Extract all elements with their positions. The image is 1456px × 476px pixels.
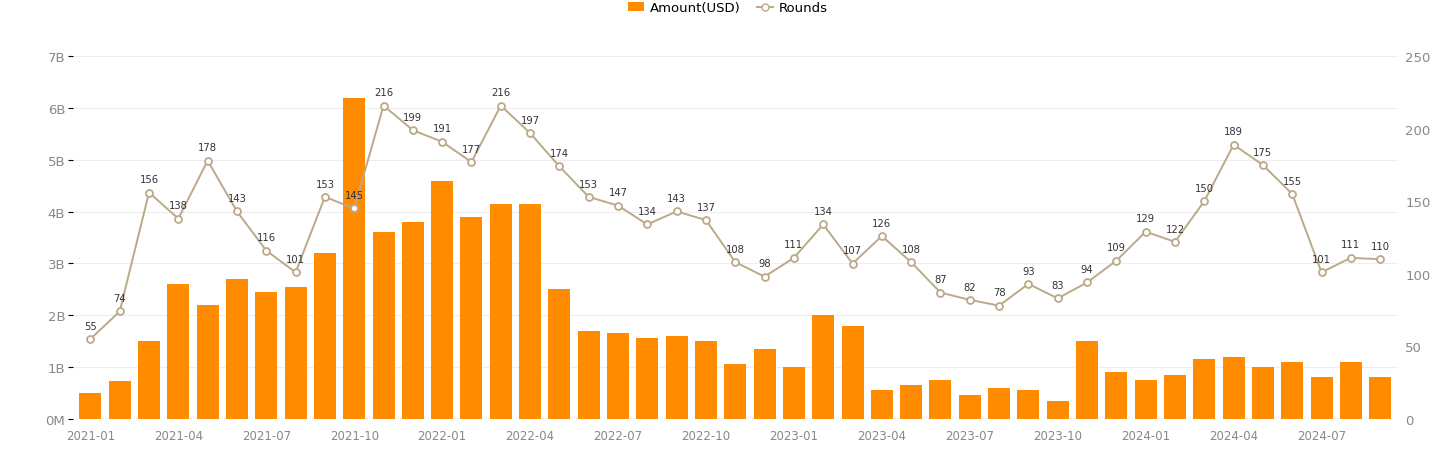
Text: 126: 126 [872,218,891,228]
Bar [520,204,542,419]
Text: 110: 110 [1370,241,1389,251]
Bar [1223,357,1245,419]
Bar [842,326,863,419]
Bar [373,233,395,419]
Bar [607,334,629,419]
Text: 191: 191 [432,124,451,134]
Text: 143: 143 [227,194,246,204]
Bar [109,382,131,419]
Bar [1105,372,1127,419]
Bar [284,287,307,419]
Text: 111: 111 [785,240,804,250]
Text: 150: 150 [1195,184,1214,194]
Text: 93: 93 [1022,266,1035,276]
Text: 108: 108 [727,244,744,254]
Text: 78: 78 [993,288,1006,298]
Bar [255,292,277,419]
Bar [929,380,951,419]
Bar [1340,362,1361,419]
Bar [1252,367,1274,419]
Bar [754,349,776,419]
Bar [549,290,571,419]
Text: 82: 82 [964,282,976,292]
Bar [1281,362,1303,419]
Text: 101: 101 [285,255,306,264]
Bar [402,222,424,419]
Bar [695,341,716,419]
Bar [724,365,747,419]
Legend: Amount(USD), Rounds: Amount(USD), Rounds [623,0,833,20]
Text: 156: 156 [140,175,159,185]
Text: 108: 108 [901,244,920,254]
Bar [871,390,893,419]
Text: 143: 143 [667,194,686,204]
Bar [1134,380,1156,419]
Text: 134: 134 [638,207,657,217]
Text: 216: 216 [374,88,393,98]
Bar [1076,341,1098,419]
Bar [960,396,981,419]
Text: 153: 153 [316,179,335,189]
Bar [344,99,365,419]
Bar [1369,377,1390,419]
Bar [812,316,834,419]
Text: 129: 129 [1136,214,1155,224]
Text: 147: 147 [609,188,628,198]
Text: 109: 109 [1107,243,1125,253]
Bar [1163,375,1187,419]
Text: 83: 83 [1051,280,1064,290]
Text: 216: 216 [491,88,511,98]
Bar [226,279,248,419]
Bar [80,393,102,419]
Bar [989,388,1010,419]
Text: 177: 177 [462,144,480,154]
Text: 153: 153 [579,179,598,189]
Text: 87: 87 [935,275,946,285]
Text: 174: 174 [550,149,569,159]
Bar [489,204,511,419]
Text: 111: 111 [1341,240,1360,250]
Bar [314,254,336,419]
Text: 145: 145 [345,191,364,201]
Bar [1018,390,1040,419]
Text: 178: 178 [198,143,217,153]
Text: 138: 138 [169,201,188,211]
Bar [665,336,687,419]
Bar [783,367,805,419]
Text: 98: 98 [759,259,770,269]
Text: 197: 197 [521,116,540,126]
Text: 55: 55 [84,321,96,331]
Bar [1047,401,1069,419]
Text: 134: 134 [814,207,833,217]
Text: 101: 101 [1312,255,1331,264]
Text: 107: 107 [843,246,862,256]
Bar [900,385,922,419]
Bar [1310,377,1332,419]
Bar [1194,359,1216,419]
Text: 74: 74 [114,294,127,304]
Bar [636,339,658,419]
Text: 116: 116 [256,233,275,243]
Bar [431,181,453,419]
Text: 94: 94 [1080,265,1093,275]
Bar [197,305,218,419]
Text: 155: 155 [1283,176,1302,186]
Text: 122: 122 [1165,224,1185,234]
Text: 189: 189 [1224,127,1243,137]
Bar [167,285,189,419]
Text: 199: 199 [403,113,422,123]
Bar [578,331,600,419]
Text: 175: 175 [1254,148,1273,158]
Bar [460,218,482,419]
Bar [138,341,160,419]
Text: 137: 137 [696,202,715,212]
